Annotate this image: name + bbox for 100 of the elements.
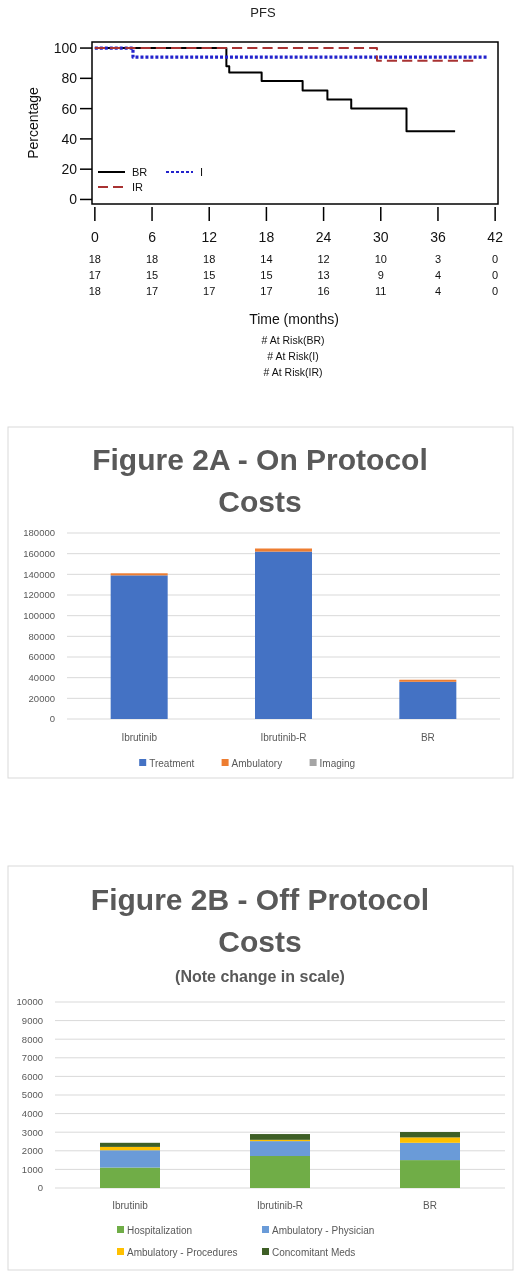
text: 14: [260, 253, 273, 265]
text: # At Risk(IR): [263, 366, 323, 378]
y-tick-label: 60000: [28, 651, 55, 663]
y-tick-label: 2000: [21, 1145, 43, 1157]
y-tick-label: 9000: [21, 1014, 43, 1026]
x-tick-label: 24: [315, 229, 332, 245]
text: 0: [492, 269, 499, 281]
y-tick-label: 8000: [21, 1033, 43, 1045]
y-tick-label: 80000: [28, 630, 55, 642]
legend-label: Ambulatory: [231, 757, 283, 769]
text: 11: [375, 285, 387, 297]
text: 17: [203, 285, 216, 297]
y-tick-label: 160000: [23, 547, 55, 559]
x-tick-label: Ibrutinib-R: [256, 1200, 304, 1211]
text: 15: [260, 269, 273, 281]
text: 0: [492, 253, 499, 265]
x-tick-label: 18: [258, 229, 275, 245]
bar: [250, 1141, 310, 1157]
text: 12: [317, 253, 330, 265]
text: # At Risk(BR): [261, 334, 325, 346]
legend-label: Concomitant Meds: [272, 1246, 356, 1258]
text: 18: [203, 253, 216, 265]
text: 18: [145, 253, 159, 265]
x-tick-label: BR: [423, 1200, 437, 1211]
text: 0: [492, 285, 499, 297]
x-tick-label: 42: [487, 229, 504, 245]
y-tick-label: 40000: [28, 671, 55, 683]
y-tick-label: 40: [61, 130, 78, 147]
y-tick-label: 20: [61, 161, 78, 178]
chart-title: Figure 2A - On Protocol Costs: [92, 443, 428, 518]
text: 18: [88, 285, 101, 297]
bar: [250, 1134, 310, 1140]
x-tick-label: Ibrutinib-R: [260, 732, 307, 743]
text: 15: [203, 269, 216, 281]
text: 9: [377, 269, 384, 281]
text: 17: [88, 269, 101, 281]
bar: [100, 1146, 160, 1151]
legend-label: Imaging: [319, 757, 356, 769]
chart-title: PFS: [250, 5, 276, 20]
x-tick-label: 6: [148, 229, 157, 245]
y-tick-label: 6000: [21, 1070, 43, 1082]
x-tick-label: 30: [372, 229, 389, 245]
x-tick-label: 0: [90, 229, 99, 245]
y-tick-label: 60: [61, 100, 78, 117]
bar: [255, 551, 312, 719]
legend-label: Hospitalization: [127, 1224, 193, 1236]
bar: [100, 1150, 160, 1168]
x-tick-label: Ibrutinib: [112, 1200, 149, 1211]
legend-label: IR: [132, 180, 144, 193]
bar: [250, 1156, 310, 1188]
text: 17: [260, 285, 273, 297]
bar: [400, 1132, 460, 1138]
legend-label: Ambulatory - Procedures: [127, 1246, 238, 1258]
text: 18: [88, 253, 101, 265]
y-tick-label: 180000: [23, 527, 55, 539]
y-tick-label: 4000: [21, 1107, 43, 1119]
bar: [100, 1167, 160, 1188]
text: 15: [145, 269, 159, 281]
y-tick-label: 5000: [21, 1089, 43, 1101]
y-tick-label: 20000: [28, 692, 55, 704]
bar: [400, 1160, 460, 1188]
y-tick-label: 10000: [16, 996, 43, 1008]
y-tick-label: 100: [53, 39, 78, 56]
text: # At Risk(I): [267, 350, 319, 362]
bar: [110, 575, 168, 719]
legend-label: Treatment: [149, 757, 195, 769]
bar: [399, 679, 457, 682]
text: 13: [317, 269, 330, 281]
legend-label: BR: [132, 165, 148, 178]
y-tick-label: 7000: [21, 1052, 43, 1064]
chart-title: Figure 2B - Off Protocol Costs: [90, 883, 430, 958]
text: 10: [374, 253, 387, 265]
text: 17: [145, 285, 159, 297]
y-tick-label: 1000: [21, 1163, 43, 1175]
bar: [100, 1142, 160, 1147]
bar: [399, 681, 457, 719]
x-tick-label: 36: [430, 229, 446, 245]
y-tick-label: 100000: [23, 609, 55, 621]
y-axis-title: Percentage: [25, 86, 41, 159]
x-tick-label: 12: [201, 229, 218, 245]
y-tick-label: 0: [37, 1182, 43, 1194]
bar: [400, 1137, 460, 1143]
legend-label: I: [200, 165, 204, 178]
text: 16: [317, 285, 330, 297]
x-tick-label: BR: [420, 732, 435, 743]
x-tick-label: Ibrutinib: [121, 732, 158, 743]
y-tick-label: 80: [61, 70, 78, 87]
text: 3: [434, 253, 442, 265]
bar: [110, 573, 168, 576]
legend-label: Ambulatory - Physician: [272, 1224, 375, 1236]
y-tick-label: 0: [49, 713, 55, 725]
y-tick-label: 140000: [23, 568, 55, 580]
text: 4: [434, 285, 442, 297]
y-tick-label: 0: [69, 191, 78, 208]
y-tick-label: 120000: [23, 589, 55, 601]
y-tick-label: 3000: [21, 1126, 43, 1138]
x-axis-title: Time (months): [249, 311, 339, 327]
chart-subtitle: (Note change in scale): [175, 968, 345, 985]
bar: [255, 548, 312, 552]
text: 4: [434, 269, 442, 281]
